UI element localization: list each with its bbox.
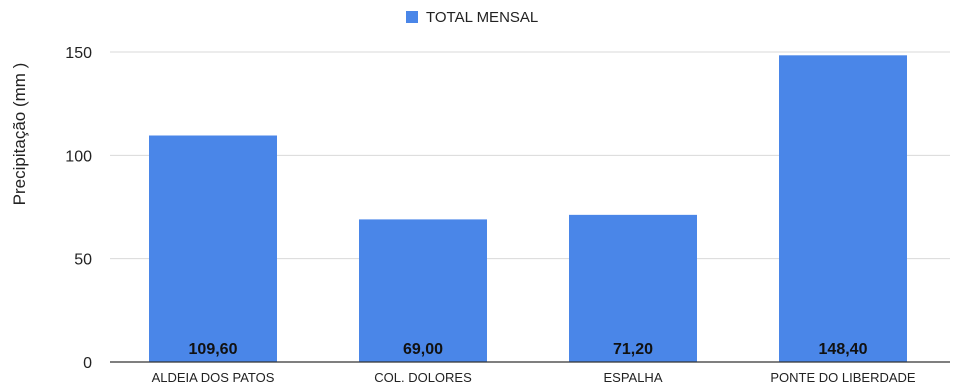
legend-label: TOTAL MENSAL (426, 9, 538, 26)
legend: TOTAL MENSAL (406, 9, 538, 26)
data-label: 69,00 (403, 341, 443, 358)
x-tick-label: ESPALHA (603, 370, 662, 385)
y-axis-ticks: 0 50 100 150 (65, 45, 92, 372)
y-tick-label: 150 (65, 45, 92, 62)
data-labels: 109,60 69,00 71,20 148,40 (189, 341, 868, 358)
data-label: 109,60 (189, 341, 238, 358)
data-label: 71,20 (613, 341, 653, 358)
x-tick-label: PONTE DO LIBERDADE (770, 370, 916, 385)
x-tick-label: COL. DOLORES (374, 370, 472, 385)
bars (149, 55, 907, 362)
y-axis-title: Precipitação (mm ) (10, 63, 29, 206)
legend-swatch (406, 11, 418, 23)
y-tick-label: 50 (74, 252, 92, 269)
bar (569, 214, 697, 362)
y-tick-label: 0 (83, 355, 92, 372)
bar (359, 219, 487, 362)
x-axis-ticks: ALDEIA DOS PATOS COL. DOLORES ESPALHA PONTE… (152, 370, 916, 385)
bar (779, 55, 907, 362)
x-tick-label: ALDEIA DOS PATOS (152, 370, 275, 385)
data-label: 148,40 (819, 341, 868, 358)
bar (149, 135, 277, 362)
y-tick-label: 100 (65, 148, 92, 165)
